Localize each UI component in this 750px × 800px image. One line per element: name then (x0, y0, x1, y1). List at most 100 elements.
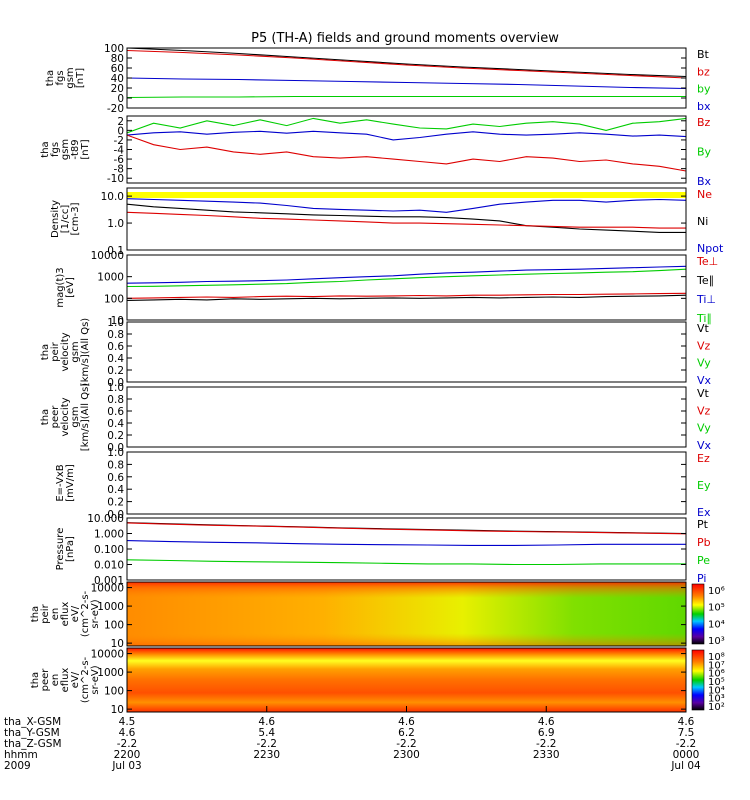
colorbar-tick-label: 10⁶ (708, 669, 725, 680)
y-tick-label: 0.2 (107, 365, 124, 377)
y-axis-label-line: [nT] (80, 139, 91, 159)
legend-entry: Bx (697, 175, 712, 188)
y-axis-label-line: tha (40, 344, 51, 360)
colorbar-tick-label: 10⁸ (708, 652, 725, 663)
y-tick-label: 40 (111, 73, 124, 85)
y-axis-label-line: fgs (50, 142, 61, 157)
y-tick-label: 1.0 (107, 317, 124, 329)
y-axis-label-line: tha (45, 70, 56, 86)
y-tick-label: 1000 (97, 601, 124, 613)
colorbar-tick-label: 10³ (708, 694, 725, 705)
y-tick-label: 10000 (91, 250, 124, 262)
y-tick-label: 0.0 (107, 442, 124, 454)
panel-frame (126, 386, 687, 448)
y-axis-label-line: gsm (65, 67, 76, 88)
legend-entry: Vz (697, 404, 711, 417)
y-tick-label: 0.0 (107, 377, 124, 389)
series-line-density-0 (126, 198, 687, 213)
legend-entry: Npot (697, 242, 724, 255)
series-line-fgs_dsl-0 (126, 117, 687, 134)
y-tick-label: 60 (111, 63, 124, 75)
y-axis-label-line: eflux (60, 602, 71, 627)
legend-entry: Ez (697, 452, 710, 465)
legend-entry: By (697, 146, 712, 159)
legend-entry: by (697, 83, 711, 96)
y-axis-label-line: fgs (55, 70, 66, 85)
legend-entry: bx (697, 100, 711, 113)
orbit-row-value: 4.6 (538, 716, 555, 728)
panel-frame (126, 451, 687, 515)
y-tick-label: 0.8 (107, 394, 124, 406)
y-tick-label: 0.2 (107, 497, 124, 509)
colorbar-tick-label: 10⁴ (708, 685, 725, 696)
legend-entry: Te⊥ (696, 255, 718, 268)
orbit-row-value: 4.5 (119, 716, 136, 728)
y-axis-label-line: tha (30, 672, 41, 688)
series-line-pressure-2 (126, 540, 686, 546)
series-line-fgs_dsl-2 (126, 134, 687, 172)
y-axis-label-line: mag(t)3 (55, 267, 66, 307)
spectrogram-peer (127, 648, 686, 712)
legend-entry: Ex (697, 506, 711, 519)
y-tick-label: 1000 (97, 272, 124, 284)
orbit-row-value: -2.2 (257, 738, 278, 750)
series-line-temp-1 (126, 268, 687, 288)
y-tick-label: 0.8 (107, 459, 124, 471)
legend-entry: Te∥ (696, 274, 714, 287)
y-axis-label-line: eV/ (70, 671, 81, 688)
legend-entry: Pt (697, 518, 709, 531)
orbit-row-value: 6.2 (398, 727, 415, 739)
density-yellow-band (127, 192, 686, 198)
y-axis-label-line: peir (50, 341, 61, 361)
panel-frame (126, 517, 687, 581)
y-tick-label: 0.4 (107, 353, 124, 365)
legend-entry: Ey (697, 479, 711, 492)
y-tick-label: -20 (107, 103, 124, 115)
y-axis-label-line: peer (40, 668, 51, 692)
y-tick-label: 0.1 (107, 245, 124, 257)
y-tick-label: 0.0 (107, 509, 124, 521)
orbit-row-value: 2230 (253, 749, 280, 761)
y-axis-label-line: eV/ (70, 605, 81, 622)
legend-entry: Vx (697, 439, 712, 452)
chart-title: P5 (TH-A) fields and ground moments over… (251, 31, 559, 46)
y-tick-label: 2 (117, 116, 124, 128)
y-axis-label-line: [nPa] (65, 536, 76, 562)
y-axis-label-line: [cm-3] (70, 202, 81, 235)
y-axis-label-line: sr-eV) (90, 665, 101, 694)
legend-entry: Vt (697, 322, 710, 335)
y-tick-label: -8 (114, 164, 124, 176)
spectrogram-peir-shade (127, 582, 686, 646)
panel-frame (126, 581, 687, 647)
orbit-row-value: 2200 (114, 749, 141, 761)
colorbar-peir_eflux (691, 583, 705, 645)
legend-entry: Bz (697, 116, 711, 129)
orbit-row-value: 7.5 (678, 727, 695, 739)
y-axis-label-line: velocity (60, 397, 71, 436)
series-line-density-1 (126, 203, 686, 233)
orbit-row-label: tha_X-GSM (4, 716, 61, 728)
y-tick-label: 80 (111, 53, 124, 65)
legend-entry: Ti∥ (696, 312, 712, 325)
y-tick-label: -6 (114, 154, 125, 166)
y-tick-label: 0.010 (94, 560, 124, 572)
panel-temp: 10000 1000 100 10 mag(t)3 [eV] Te⊥ Te∥ Ti⊥ Ti∥ (55, 250, 718, 327)
legend-entry: Vy (697, 357, 711, 370)
panel-frame (126, 321, 687, 383)
y-tick-label: 0.6 (107, 341, 124, 353)
y-tick-label: 1.0 (107, 447, 124, 459)
orbit-row-label: tha_Y-GSM (4, 727, 60, 739)
panel-peir_vel: 1.00.80.60.40.20.0 tha peir velocity gsm [km/… (40, 317, 712, 389)
y-axis-label-line: [nT] (75, 68, 86, 88)
panel-efield: 1.00.80.60.40.20.0 E=-VxB [mV/m] Ez Ey Ex (55, 447, 711, 521)
y-axis-label-line: velocity (60, 332, 71, 371)
y-tick-label: 10 (111, 638, 124, 650)
colorbar-tick-label: 10⁷ (708, 660, 725, 671)
colorbar-peer_eflux (691, 649, 705, 711)
legend-entry: Pb (697, 536, 711, 549)
panel-frame (126, 254, 687, 321)
